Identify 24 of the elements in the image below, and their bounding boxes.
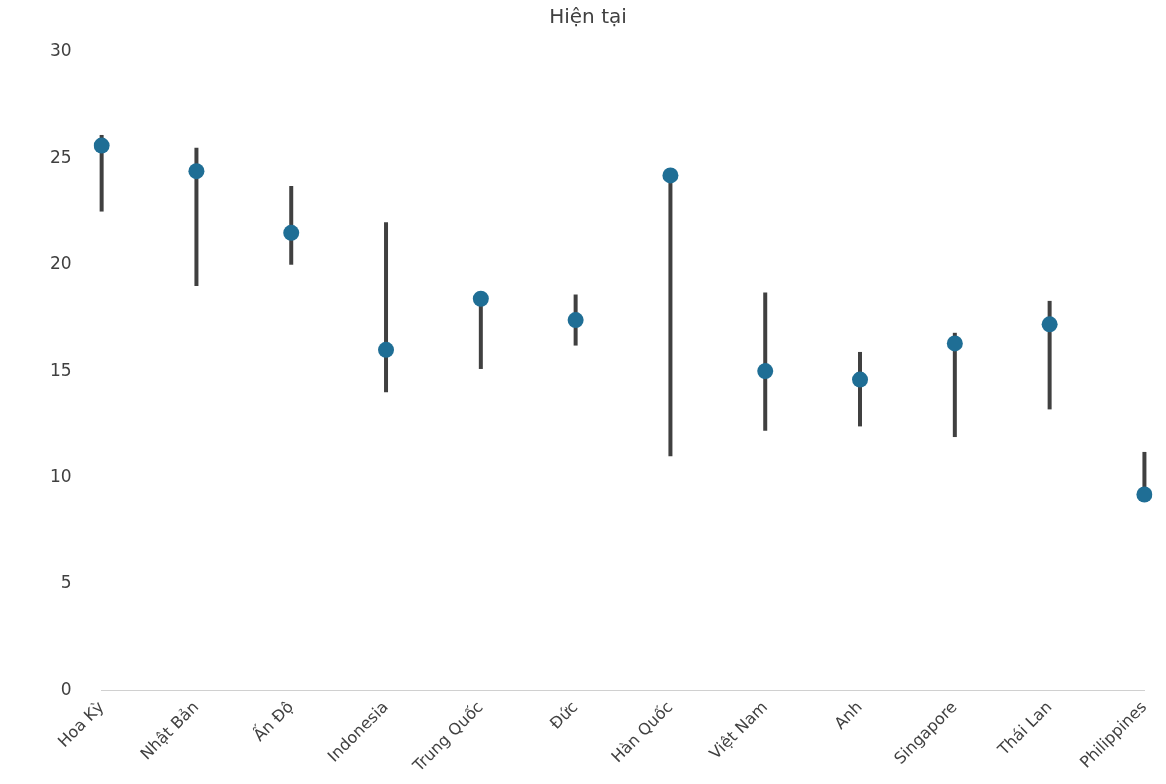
point: [662, 167, 679, 184]
y-tick-label: 20: [49, 253, 72, 274]
x-tick-label: Hoa Kỳ: [53, 697, 108, 751]
point: [757, 363, 774, 380]
chart-title: Hiện tại: [549, 4, 627, 29]
y-tick-label: 25: [49, 146, 72, 167]
y-tick-label: 0: [60, 678, 72, 699]
x-tick-label: Đức: [545, 697, 582, 733]
point: [93, 137, 110, 154]
y-tick-label: 30: [49, 40, 72, 61]
point: [946, 335, 963, 352]
x-tick-label: Ấn Độ: [247, 695, 297, 745]
x-tick-label: Anh: [830, 697, 866, 733]
point: [378, 341, 395, 358]
point: [1136, 486, 1153, 503]
point: [567, 312, 584, 329]
point: [852, 371, 869, 388]
y-tick-label: 15: [49, 359, 72, 380]
y-tick-label: 5: [60, 572, 72, 593]
point: [283, 224, 300, 241]
point: [188, 163, 205, 180]
y-tick-label: 10: [49, 465, 72, 486]
point: [472, 290, 489, 307]
point: [1041, 316, 1058, 333]
